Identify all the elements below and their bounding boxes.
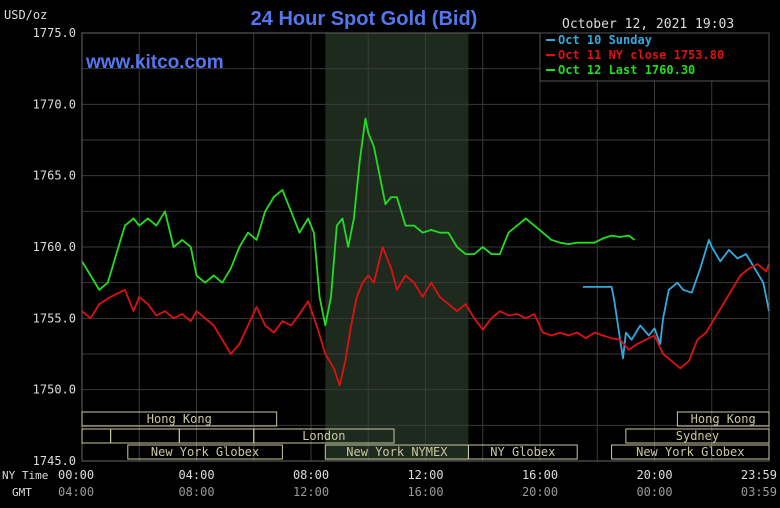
x-tick-label-ny: 00:00 (58, 468, 94, 482)
trading-sessions: Hong Kong Hong Kong London Sydney New York G… (81, 411, 770, 460)
x-tick-label-ny: 20:00 (636, 468, 672, 482)
x-tick-label-ny: 12:00 (407, 468, 443, 482)
session-bar (467, 444, 578, 460)
chart-title: 24 Hour Spot Gold (Bid) (251, 8, 478, 30)
x-tick-label-gmt: 12:00 (293, 485, 329, 499)
session-label: Hong Kong (147, 412, 212, 426)
session-label: Sydney (676, 429, 719, 443)
series-line-1 (81, 246, 770, 387)
x-tick-label-gmt: 03:59 (741, 485, 777, 499)
x-axis-ticks: 00:00 04:00 04:00 08:00 08:00 12:00 12:00 16:00… (58, 468, 777, 499)
x-tick-label-ny: 23:59 (741, 468, 777, 482)
x-axis-ny-row-label: NY Time (2, 469, 48, 482)
series-line-2 (81, 117, 636, 327)
session-bar (611, 444, 770, 460)
y-tick-label: 1750.0 (33, 383, 76, 397)
x-tick-label-ny: 16:00 (522, 468, 558, 482)
legend-entry: Oct 12 Last 1760.30 (558, 63, 695, 77)
y-axis-ticks: 1775.0 1770.0 1765.0 1760.0 1755.0 1750.0 1745… (33, 26, 76, 468)
session-label: NY Globex (490, 445, 555, 459)
series-line-0 (582, 238, 770, 360)
session-label: New York Globex (151, 445, 259, 459)
x-tick-label-ny: 08:00 (293, 468, 329, 482)
session-bar (253, 428, 395, 444)
x-axis-gmt-row-label: GMT (12, 486, 32, 499)
series-lines (81, 117, 770, 387)
timestamp: October 12, 2021 19:03 (562, 17, 734, 32)
y-tick-label: 1745.0 (33, 454, 76, 468)
x-tick-label-gmt: 00:00 (636, 485, 672, 499)
x-tick-label-ny: 04:00 (178, 468, 214, 482)
y-tick-label: 1775.0 (33, 26, 76, 40)
x-tick-label-gmt: 04:00 (58, 485, 94, 499)
session-label: London (302, 429, 345, 443)
session-label: New York Globex (636, 445, 744, 459)
x-tick-label-gmt: 20:00 (522, 485, 558, 499)
y-tick-label: 1765.0 (33, 169, 76, 183)
y-tick-label: 1760.0 (33, 240, 76, 254)
x-tick-label-gmt: 08:00 (178, 485, 214, 499)
legend-box (539, 32, 770, 82)
session-label: New York NYMEX (346, 445, 448, 459)
session-label: Hong Kong (691, 412, 756, 426)
legend-entry: Oct 10 Sunday (558, 33, 652, 47)
legend-entry: Oct 11 NY close 1753.80 (558, 48, 724, 62)
plot-frame (81, 32, 770, 462)
x-tick-label-gmt: 16:00 (407, 485, 443, 499)
y-tick-label: 1755.0 (33, 311, 76, 325)
session-bar (81, 411, 278, 427)
session-bar (676, 411, 770, 427)
session-bar (127, 444, 283, 460)
y-axis-unit: USD/oz (4, 8, 47, 22)
watermark: www.kitco.com (85, 52, 224, 73)
session-bar (625, 428, 770, 444)
y-tick-label: 1770.0 (33, 97, 76, 111)
